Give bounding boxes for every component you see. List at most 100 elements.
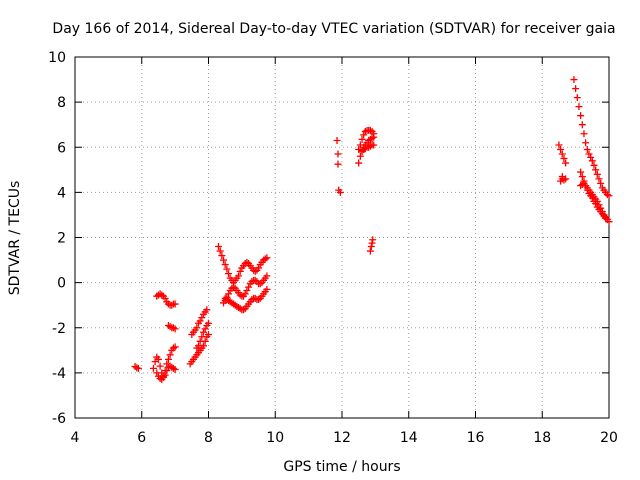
x-tick-label: 10 bbox=[266, 430, 284, 446]
data-point bbox=[198, 333, 206, 341]
data-point bbox=[166, 323, 174, 331]
data-point bbox=[263, 285, 271, 293]
data-point bbox=[241, 290, 249, 298]
data-point bbox=[558, 150, 566, 158]
data-point bbox=[171, 300, 179, 308]
data-point bbox=[225, 290, 233, 298]
data-point bbox=[171, 365, 179, 373]
data-point bbox=[198, 314, 206, 322]
data-point bbox=[156, 362, 164, 370]
data-point bbox=[255, 264, 263, 272]
data-point bbox=[230, 283, 238, 291]
data-point bbox=[366, 126, 374, 134]
data-point bbox=[370, 133, 378, 141]
data-point bbox=[361, 127, 369, 135]
data-point bbox=[163, 360, 171, 368]
data-point bbox=[336, 188, 344, 196]
data-point bbox=[169, 324, 177, 332]
x-tick-label: 4 bbox=[71, 430, 80, 446]
data-point bbox=[243, 258, 251, 266]
y-tick-label: 10 bbox=[48, 50, 66, 66]
data-point bbox=[243, 287, 251, 295]
data-point bbox=[583, 186, 591, 194]
data-point bbox=[236, 267, 244, 275]
data-point bbox=[158, 376, 166, 384]
data-point bbox=[602, 214, 610, 222]
y-tick-label: 8 bbox=[57, 95, 66, 111]
data-point bbox=[194, 342, 202, 350]
data-point bbox=[205, 319, 212, 327]
data-point bbox=[153, 369, 161, 377]
y-tick-label: -6 bbox=[52, 411, 66, 427]
data-point bbox=[597, 179, 605, 187]
data-points bbox=[131, 76, 613, 384]
data-point bbox=[555, 141, 563, 149]
data-point bbox=[164, 355, 172, 363]
x-tick-label: 12 bbox=[333, 430, 351, 446]
data-point bbox=[593, 170, 601, 178]
data-point bbox=[159, 372, 167, 380]
y-tick-label: 6 bbox=[57, 140, 66, 156]
data-point bbox=[578, 180, 586, 188]
data-point bbox=[149, 364, 157, 372]
y-tick-label: -4 bbox=[52, 366, 66, 382]
data-point bbox=[171, 325, 179, 333]
data-point bbox=[368, 134, 376, 142]
data-point bbox=[361, 144, 369, 152]
data-point bbox=[199, 328, 207, 336]
data-point bbox=[588, 194, 596, 202]
y-tick-label: 0 bbox=[57, 276, 66, 292]
x-tick-label: 16 bbox=[467, 430, 485, 446]
x-tick-label: 6 bbox=[137, 430, 146, 446]
data-point bbox=[334, 150, 342, 158]
data-point bbox=[572, 85, 580, 93]
data-point bbox=[161, 367, 169, 375]
data-point bbox=[220, 256, 228, 264]
data-point bbox=[366, 247, 374, 255]
data-point bbox=[356, 152, 364, 160]
data-point bbox=[369, 236, 377, 244]
y-axis-label: SDTVAR / TECUs bbox=[7, 181, 23, 296]
data-point bbox=[577, 168, 585, 176]
data-point bbox=[221, 261, 229, 269]
data-point bbox=[263, 272, 271, 280]
data-point bbox=[605, 218, 613, 226]
data-point bbox=[255, 296, 263, 304]
data-point bbox=[196, 317, 204, 325]
y-axis-ticks: -6 -4 -2 0 2 4 6 8 10 bbox=[48, 50, 609, 427]
data-point bbox=[575, 103, 583, 111]
data-point bbox=[368, 239, 376, 247]
data-point bbox=[261, 255, 269, 263]
data-point bbox=[166, 351, 174, 359]
data-point bbox=[263, 254, 271, 262]
data-point bbox=[196, 337, 204, 345]
data-point bbox=[251, 267, 259, 275]
data-point bbox=[218, 252, 226, 260]
data-point bbox=[367, 243, 375, 251]
data-point bbox=[592, 200, 600, 208]
data-point bbox=[360, 131, 368, 139]
y-tick-label: 2 bbox=[57, 231, 66, 247]
data-point bbox=[370, 141, 378, 149]
data-point bbox=[560, 176, 568, 184]
data-point bbox=[240, 306, 248, 314]
data-point bbox=[558, 175, 566, 183]
y-tick-label: -2 bbox=[52, 321, 66, 337]
y-tick-label: 4 bbox=[57, 185, 66, 201]
data-point bbox=[236, 291, 244, 299]
data-point bbox=[582, 182, 590, 190]
data-point bbox=[592, 166, 600, 174]
data-point bbox=[578, 173, 586, 181]
data-point bbox=[358, 135, 366, 143]
data-point bbox=[134, 364, 142, 372]
data-point bbox=[334, 160, 342, 168]
data-point bbox=[216, 247, 224, 255]
data-point bbox=[578, 121, 586, 129]
data-point bbox=[585, 150, 593, 158]
data-point bbox=[587, 153, 595, 161]
data-point bbox=[355, 159, 363, 167]
data-point bbox=[169, 364, 177, 372]
data-point bbox=[235, 272, 243, 280]
data-point bbox=[203, 306, 211, 314]
